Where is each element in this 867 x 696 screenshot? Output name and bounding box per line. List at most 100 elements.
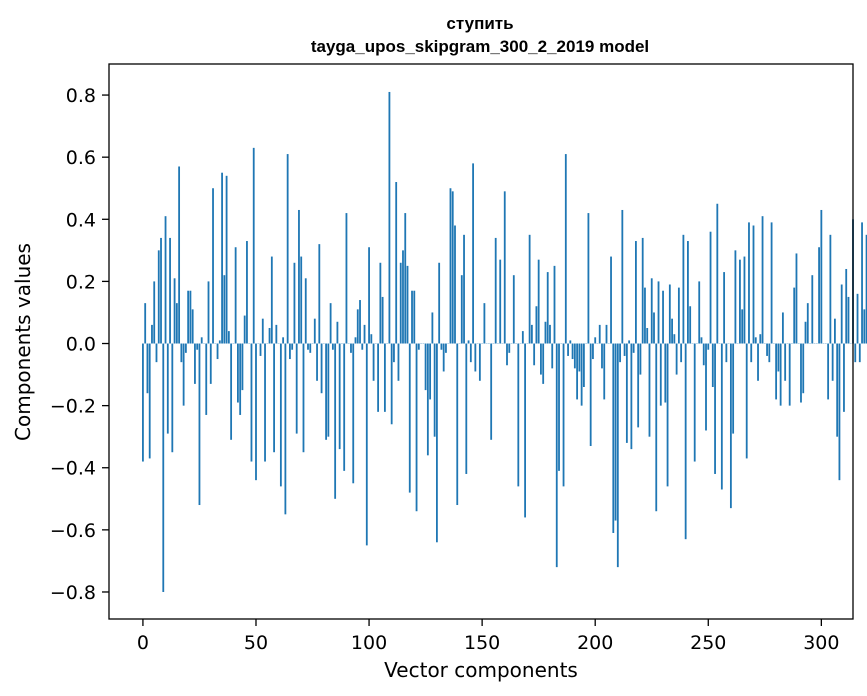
bar-305 (831, 343, 834, 381)
bar-126 (426, 343, 429, 456)
bar-239 (682, 234, 685, 344)
bar-258 (725, 343, 728, 363)
bar-175 (537, 259, 540, 344)
x-tick-label: 300 (803, 632, 839, 654)
bar-191 (573, 343, 576, 369)
bar-90 (345, 213, 348, 344)
bar-20 (187, 290, 190, 344)
bar-164 (512, 275, 515, 344)
bar-34 (218, 340, 221, 344)
bar-226 (653, 312, 655, 344)
bar-120 (413, 290, 416, 344)
bar-205 (605, 324, 608, 344)
bar-303 (827, 343, 830, 400)
bar-283 (781, 312, 784, 344)
bar-156 (494, 237, 497, 344)
bar-21 (189, 290, 192, 344)
bar-130 (436, 343, 438, 543)
bar-56 (268, 327, 271, 344)
bar-54 (264, 343, 266, 462)
bar-273 (759, 334, 762, 344)
bar-233 (668, 284, 671, 344)
bar-38 (227, 331, 230, 344)
bar-311 (845, 268, 848, 344)
bar-118 (408, 343, 411, 493)
bar-30 (209, 343, 212, 384)
bar-278 (770, 222, 773, 344)
bar-104 (377, 343, 380, 412)
bar-260 (729, 343, 732, 509)
bar-242 (689, 306, 692, 344)
bar-176 (540, 343, 542, 375)
bar-94 (354, 337, 357, 344)
bar-16 (178, 166, 181, 344)
bar-177 (542, 343, 545, 384)
bar-166 (517, 343, 520, 487)
bar-149 (478, 343, 481, 381)
bar-128 (431, 312, 434, 344)
bar-187 (564, 154, 567, 344)
bar-117 (406, 265, 409, 344)
bar-61 (279, 343, 282, 487)
bar-68 (295, 343, 298, 434)
bar-151 (483, 303, 486, 344)
bar-212 (621, 209, 624, 344)
plot-frame (108, 63, 854, 620)
bar-122 (417, 343, 420, 350)
bar-178 (544, 321, 547, 344)
bar-0 (142, 343, 144, 462)
bar-231 (664, 343, 667, 403)
bar-147 (474, 343, 477, 372)
bar-249 (705, 343, 707, 431)
bar-113 (397, 343, 400, 381)
bar-251 (709, 231, 712, 344)
bar-277 (768, 343, 771, 363)
bar-236 (675, 343, 678, 375)
bar-238 (680, 343, 683, 363)
bar-222 (644, 287, 646, 344)
bar-25 (198, 343, 201, 506)
bar-312 (847, 296, 850, 344)
bar-43 (239, 343, 242, 415)
bar-67 (293, 262, 296, 344)
bar-257 (723, 272, 726, 344)
bar-292 (802, 343, 805, 394)
bar-100 (368, 247, 370, 344)
bar-266 (743, 256, 746, 344)
bar-141 (460, 275, 463, 344)
bar-186 (562, 343, 565, 487)
bar-137 (451, 191, 454, 344)
bar-215 (628, 340, 631, 344)
y-tick-label: −0.4 (50, 458, 96, 480)
bar-234 (671, 318, 673, 344)
bar-190 (571, 343, 574, 360)
y-tick-label: 0.0 (66, 334, 96, 356)
bar-168 (521, 331, 524, 344)
bar-200 (594, 337, 597, 344)
bar-146 (472, 163, 474, 344)
bar-3 (148, 343, 151, 459)
bar-317 (858, 343, 861, 363)
bar-19 (184, 343, 187, 353)
bar-119 (411, 290, 413, 344)
bar-289 (795, 253, 798, 344)
bar-162 (508, 343, 511, 353)
bar-24 (196, 343, 199, 350)
bar-48 (250, 343, 253, 462)
y-tick-label: 0.2 (66, 271, 96, 293)
bar-37 (225, 175, 228, 344)
bar-41 (234, 247, 237, 344)
bar-288 (793, 287, 796, 344)
bar-294 (806, 303, 809, 344)
bar-12 (169, 237, 171, 344)
bar-109 (388, 91, 391, 344)
bar-237 (677, 287, 680, 344)
bar-49 (252, 147, 255, 344)
bar-197 (587, 213, 590, 344)
bar-31 (212, 188, 214, 344)
bar-35 (221, 172, 223, 344)
bar-36 (223, 275, 226, 344)
bar-172 (530, 324, 533, 344)
bar-93 (352, 343, 355, 484)
bar-10 (164, 216, 167, 344)
